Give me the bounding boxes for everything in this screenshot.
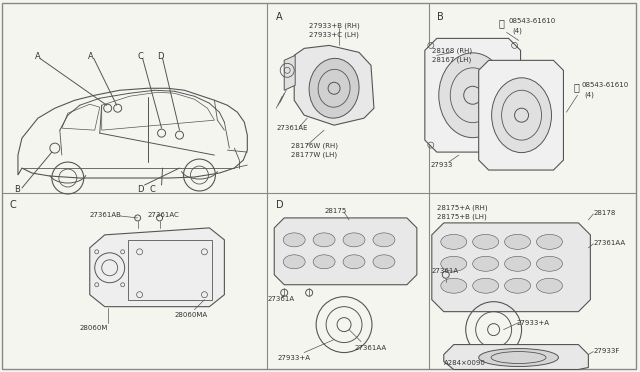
Ellipse shape <box>479 349 559 366</box>
Polygon shape <box>90 228 225 307</box>
Text: 27933+A: 27933+A <box>277 355 310 360</box>
Text: 27361AA: 27361AA <box>593 240 625 246</box>
Text: 27933+B (RH): 27933+B (RH) <box>309 22 360 29</box>
Ellipse shape <box>441 256 467 271</box>
Text: D: D <box>138 185 144 194</box>
Ellipse shape <box>373 233 395 247</box>
Polygon shape <box>284 55 295 90</box>
Text: A284×0090: A284×0090 <box>444 359 486 366</box>
Text: C: C <box>138 52 143 61</box>
Text: 27361AE: 27361AE <box>276 125 308 131</box>
Text: D: D <box>276 200 284 210</box>
Polygon shape <box>294 45 374 125</box>
Text: 08543-61610: 08543-61610 <box>509 19 556 25</box>
Polygon shape <box>425 38 520 152</box>
Text: 28167 (LH): 28167 (LH) <box>432 56 471 63</box>
Text: 27933: 27933 <box>431 162 453 168</box>
Ellipse shape <box>473 256 499 271</box>
Ellipse shape <box>373 255 395 269</box>
Text: 28168 (RH): 28168 (RH) <box>432 47 472 54</box>
Polygon shape <box>432 223 590 312</box>
Ellipse shape <box>441 234 467 249</box>
Text: (4): (4) <box>513 28 522 34</box>
Ellipse shape <box>492 78 552 153</box>
Ellipse shape <box>504 278 531 293</box>
Text: 27361AB: 27361AB <box>90 212 122 218</box>
Ellipse shape <box>473 234 499 249</box>
Text: C: C <box>10 200 17 210</box>
Ellipse shape <box>441 278 467 293</box>
Text: A: A <box>276 13 283 22</box>
Text: 28175+A (RH): 28175+A (RH) <box>436 205 488 211</box>
Text: A: A <box>35 52 41 61</box>
Text: B: B <box>436 13 444 22</box>
Ellipse shape <box>504 256 531 271</box>
Text: 28177W (LH): 28177W (LH) <box>291 151 337 158</box>
Text: 28060M: 28060M <box>80 325 108 331</box>
Text: 28060MA: 28060MA <box>175 312 207 318</box>
Text: 27933F: 27933F <box>593 347 620 353</box>
Ellipse shape <box>284 233 305 247</box>
Text: A: A <box>88 52 93 61</box>
Ellipse shape <box>536 234 563 249</box>
Text: 08543-61610: 08543-61610 <box>581 82 628 88</box>
Text: Ⓢ: Ⓢ <box>573 82 579 92</box>
Text: Ⓢ: Ⓢ <box>499 19 504 29</box>
Ellipse shape <box>343 255 365 269</box>
Text: 28175+B (LH): 28175+B (LH) <box>436 214 486 221</box>
Text: 27361A: 27361A <box>268 296 294 302</box>
Ellipse shape <box>473 278 499 293</box>
Text: 27361A: 27361A <box>432 268 459 274</box>
Text: 27933+C (LH): 27933+C (LH) <box>309 31 359 38</box>
Text: 28178: 28178 <box>593 210 616 216</box>
Ellipse shape <box>504 234 531 249</box>
Text: 27361AC: 27361AC <box>148 212 179 218</box>
Ellipse shape <box>536 256 563 271</box>
Ellipse shape <box>536 278 563 293</box>
Text: B: B <box>14 185 20 194</box>
Text: (4): (4) <box>584 91 595 98</box>
Text: D: D <box>157 52 164 61</box>
Ellipse shape <box>313 233 335 247</box>
Ellipse shape <box>439 53 507 138</box>
Ellipse shape <box>309 58 359 118</box>
Text: 28175: 28175 <box>324 208 346 214</box>
Bar <box>127 240 212 300</box>
Polygon shape <box>479 60 563 170</box>
Polygon shape <box>444 344 588 369</box>
Text: 27361AA: 27361AA <box>354 344 386 350</box>
Ellipse shape <box>343 233 365 247</box>
Polygon shape <box>275 218 417 285</box>
Text: 28176W (RH): 28176W (RH) <box>291 142 338 149</box>
Ellipse shape <box>284 255 305 269</box>
Text: C: C <box>150 185 156 194</box>
Ellipse shape <box>313 255 335 269</box>
Text: 27933+A: 27933+A <box>516 320 550 326</box>
